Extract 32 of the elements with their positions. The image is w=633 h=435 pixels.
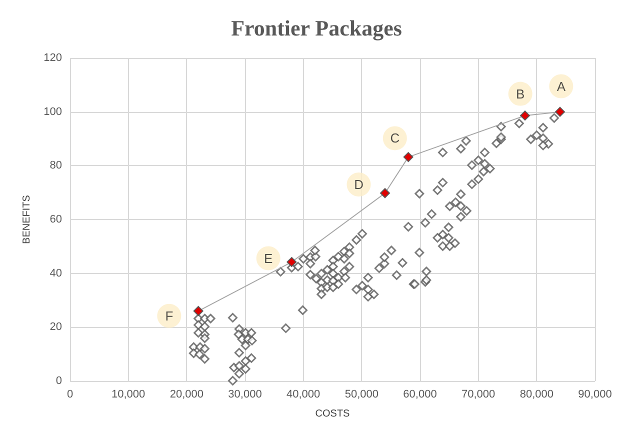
- annotation: D: [354, 177, 364, 192]
- point: [286, 257, 297, 268]
- annotation: A: [556, 78, 566, 94]
- annotation: C: [390, 130, 400, 146]
- point: [403, 152, 414, 162]
- y-axis-title: BENEFITS: [22, 194, 32, 244]
- x-tick-label: 30,000: [228, 388, 262, 400]
- point: [380, 188, 390, 198]
- x-tick-label: 70,000: [462, 388, 496, 400]
- annotation: E: [264, 250, 273, 266]
- x-tick-label: 90,000: [578, 388, 612, 400]
- y-tick-label: 20: [50, 321, 62, 334]
- x-axis-title: COSTS: [315, 408, 350, 420]
- x-tick-label: 40,000: [286, 388, 320, 400]
- y-tick-label: 80: [50, 160, 62, 172]
- x-tick-label: 50,000: [344, 388, 378, 400]
- point: [555, 106, 565, 117]
- y-tick-label: 120: [44, 52, 62, 64]
- annotation: F: [165, 308, 174, 324]
- x-tick-label: 60,000: [403, 388, 437, 400]
- x-tick-label: 0: [66, 388, 74, 400]
- y-tick-label: 100: [44, 106, 62, 118]
- x-tick-label: 10,000: [112, 388, 146, 400]
- x-tick-label: 20,000: [170, 388, 204, 400]
- annotation: B: [516, 86, 525, 102]
- chart-title: Frontier Packages: [231, 16, 402, 40]
- y-tick-label: 40: [50, 267, 62, 280]
- y-tick-label: 0: [56, 375, 62, 387]
- point: [520, 110, 530, 121]
- y-tick-label: 60: [50, 214, 62, 226]
- x-tick-label: 80,000: [520, 388, 554, 400]
- point: [193, 306, 204, 316]
